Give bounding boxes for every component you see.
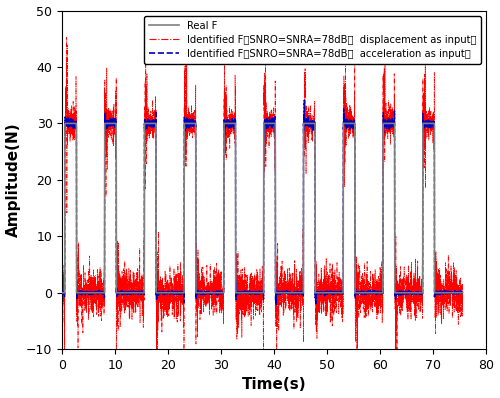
Y-axis label: Amplitude(N): Amplitude(N) bbox=[6, 123, 20, 237]
X-axis label: Time(s): Time(s) bbox=[242, 377, 306, 392]
Legend: Real F, Identified F（SNRO=SNRA=78dB，  displacement as input）, Identified F（SNRO=: Real F, Identified F（SNRO=SNRA=78dB， dis… bbox=[144, 16, 482, 64]
